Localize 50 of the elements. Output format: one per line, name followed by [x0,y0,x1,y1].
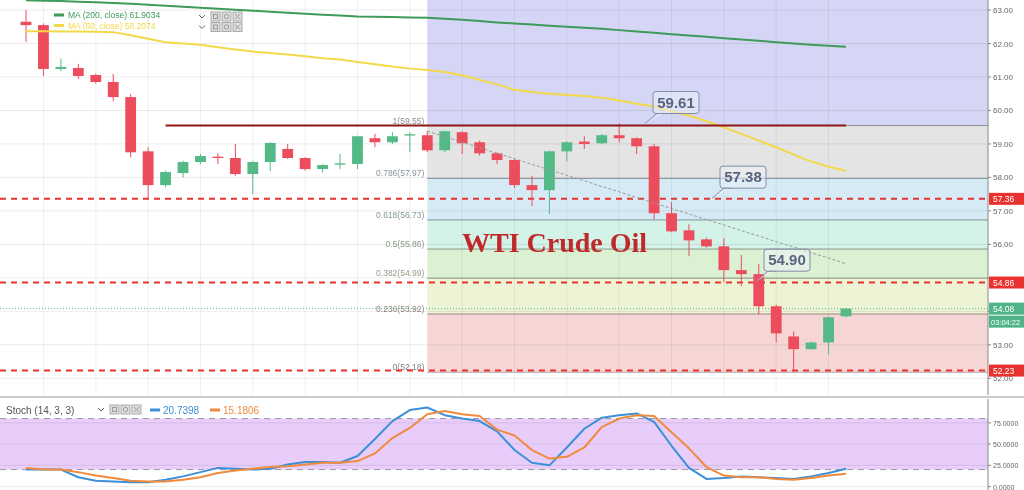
candlestick [718,237,730,283]
candlestick [526,175,538,207]
candlestick [613,123,625,143]
candlestick [55,58,67,72]
annotation: 59.61 [657,93,695,111]
band-label: 0.786(57.97) [376,168,425,179]
line-series [426,130,847,265]
annotation: 57.38 [724,168,762,186]
candlestick [683,223,695,257]
ref-line-label: 54.08 [993,304,1015,315]
y-tick-label: 52.00 [993,374,1014,384]
candlestick [456,130,468,155]
text: WTI Crude Oil [462,227,648,258]
y-tick-label: 63.00 [993,6,1014,16]
text: Stoch (14, 3, 3) [6,405,75,416]
candlestick [247,160,259,195]
y-tick-label: 56.00 [993,240,1014,250]
candlestick [421,130,433,153]
legend-label: 15.1806 [223,405,260,416]
y-tick-label: 57.00 [993,206,1014,216]
y-tick-label: 53.00 [993,340,1014,350]
band-label: 0.382(54.99) [376,268,425,279]
y-tick-label: 58.00 [993,173,1014,183]
ref-line-label: 57.36 [993,194,1015,205]
y-tick-label: 59.00 [993,139,1014,149]
candlestick [666,201,677,233]
band-label: 0.236(53.92) [376,303,425,314]
candlestick [264,141,276,172]
legend-label: MA (200, close) 61.9034 [68,10,161,20]
y-tick-label: 60.00 [993,106,1014,116]
candlestick [107,73,119,102]
candlestick [404,131,416,153]
candlestick [561,140,573,162]
ref-line-label: 54.86 [993,278,1015,289]
candlestick [229,143,241,177]
y-tick-label: 61.00 [993,72,1014,82]
legend-label: MA (50, close) 58.2074 [68,20,156,31]
annotation: 54.90 [768,251,806,269]
y-tick-label: 62.00 [993,39,1014,49]
band-label: 0.5(55.86) [385,239,425,250]
legend-label: 20.7398 [163,405,200,416]
candlestick [369,133,381,148]
ref-line-label: 52.23 [993,366,1015,377]
ref-line-label: 0(52.18) [392,362,425,373]
band-label: 0.618(56.73) [376,209,425,220]
line-series [25,0,847,48]
band-label: 1(59.55) [392,115,425,126]
candlestick [788,330,800,373]
candlestick [334,153,346,170]
candlestick [735,254,747,287]
